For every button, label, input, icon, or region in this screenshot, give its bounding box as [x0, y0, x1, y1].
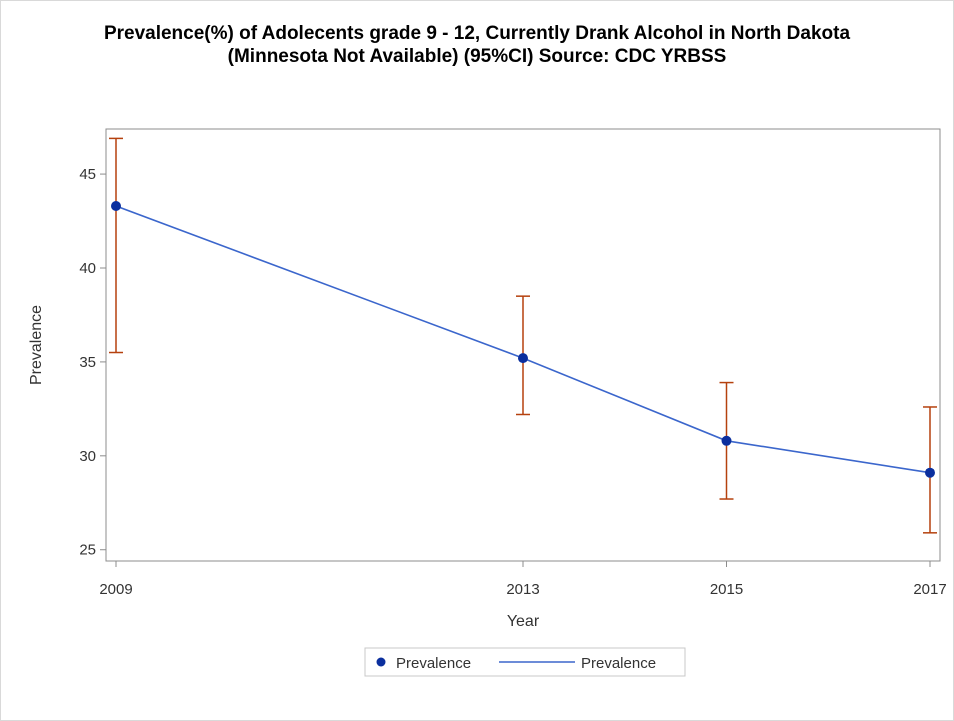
y-tick-label: 35: [79, 354, 96, 371]
y-tick-label: 25: [79, 542, 96, 559]
y-tick-label: 30: [79, 448, 96, 465]
x-axis: 2009 2013 2015 2017: [99, 561, 947, 598]
data-point: [925, 467, 935, 478]
x-tick-label: 2009: [99, 581, 132, 598]
legend: Prevalence Prevalence: [364, 647, 686, 677]
x-tick-label: 2013: [506, 581, 539, 598]
series-line-prevalence: [115, 205, 931, 474]
x-axis-label: Year: [507, 613, 540, 630]
x-tick-label: 2015: [710, 581, 743, 598]
data-point: [111, 201, 121, 212]
legend-label-line: Prevalence: [581, 655, 656, 672]
data-points: [111, 201, 935, 478]
y-axis: 25 30 35 40 45: [79, 166, 106, 559]
y-tick-label: 45: [79, 166, 96, 183]
y-axis-label: Prevalence: [28, 305, 45, 385]
data-point: [721, 435, 732, 446]
data-point: [518, 353, 528, 364]
chart-title-line-1: Prevalence(%) of Adolecents grade 9 - 12…: [103, 23, 851, 44]
x-tick-label: 2017: [913, 581, 946, 598]
chart-title-line-2: (Minnesota Not Available) (95%CI) Source…: [227, 46, 727, 67]
legend-label-marker: Prevalence: [396, 655, 471, 672]
y-tick-label: 40: [79, 260, 96, 277]
legend-marker-icon: [376, 657, 386, 667]
